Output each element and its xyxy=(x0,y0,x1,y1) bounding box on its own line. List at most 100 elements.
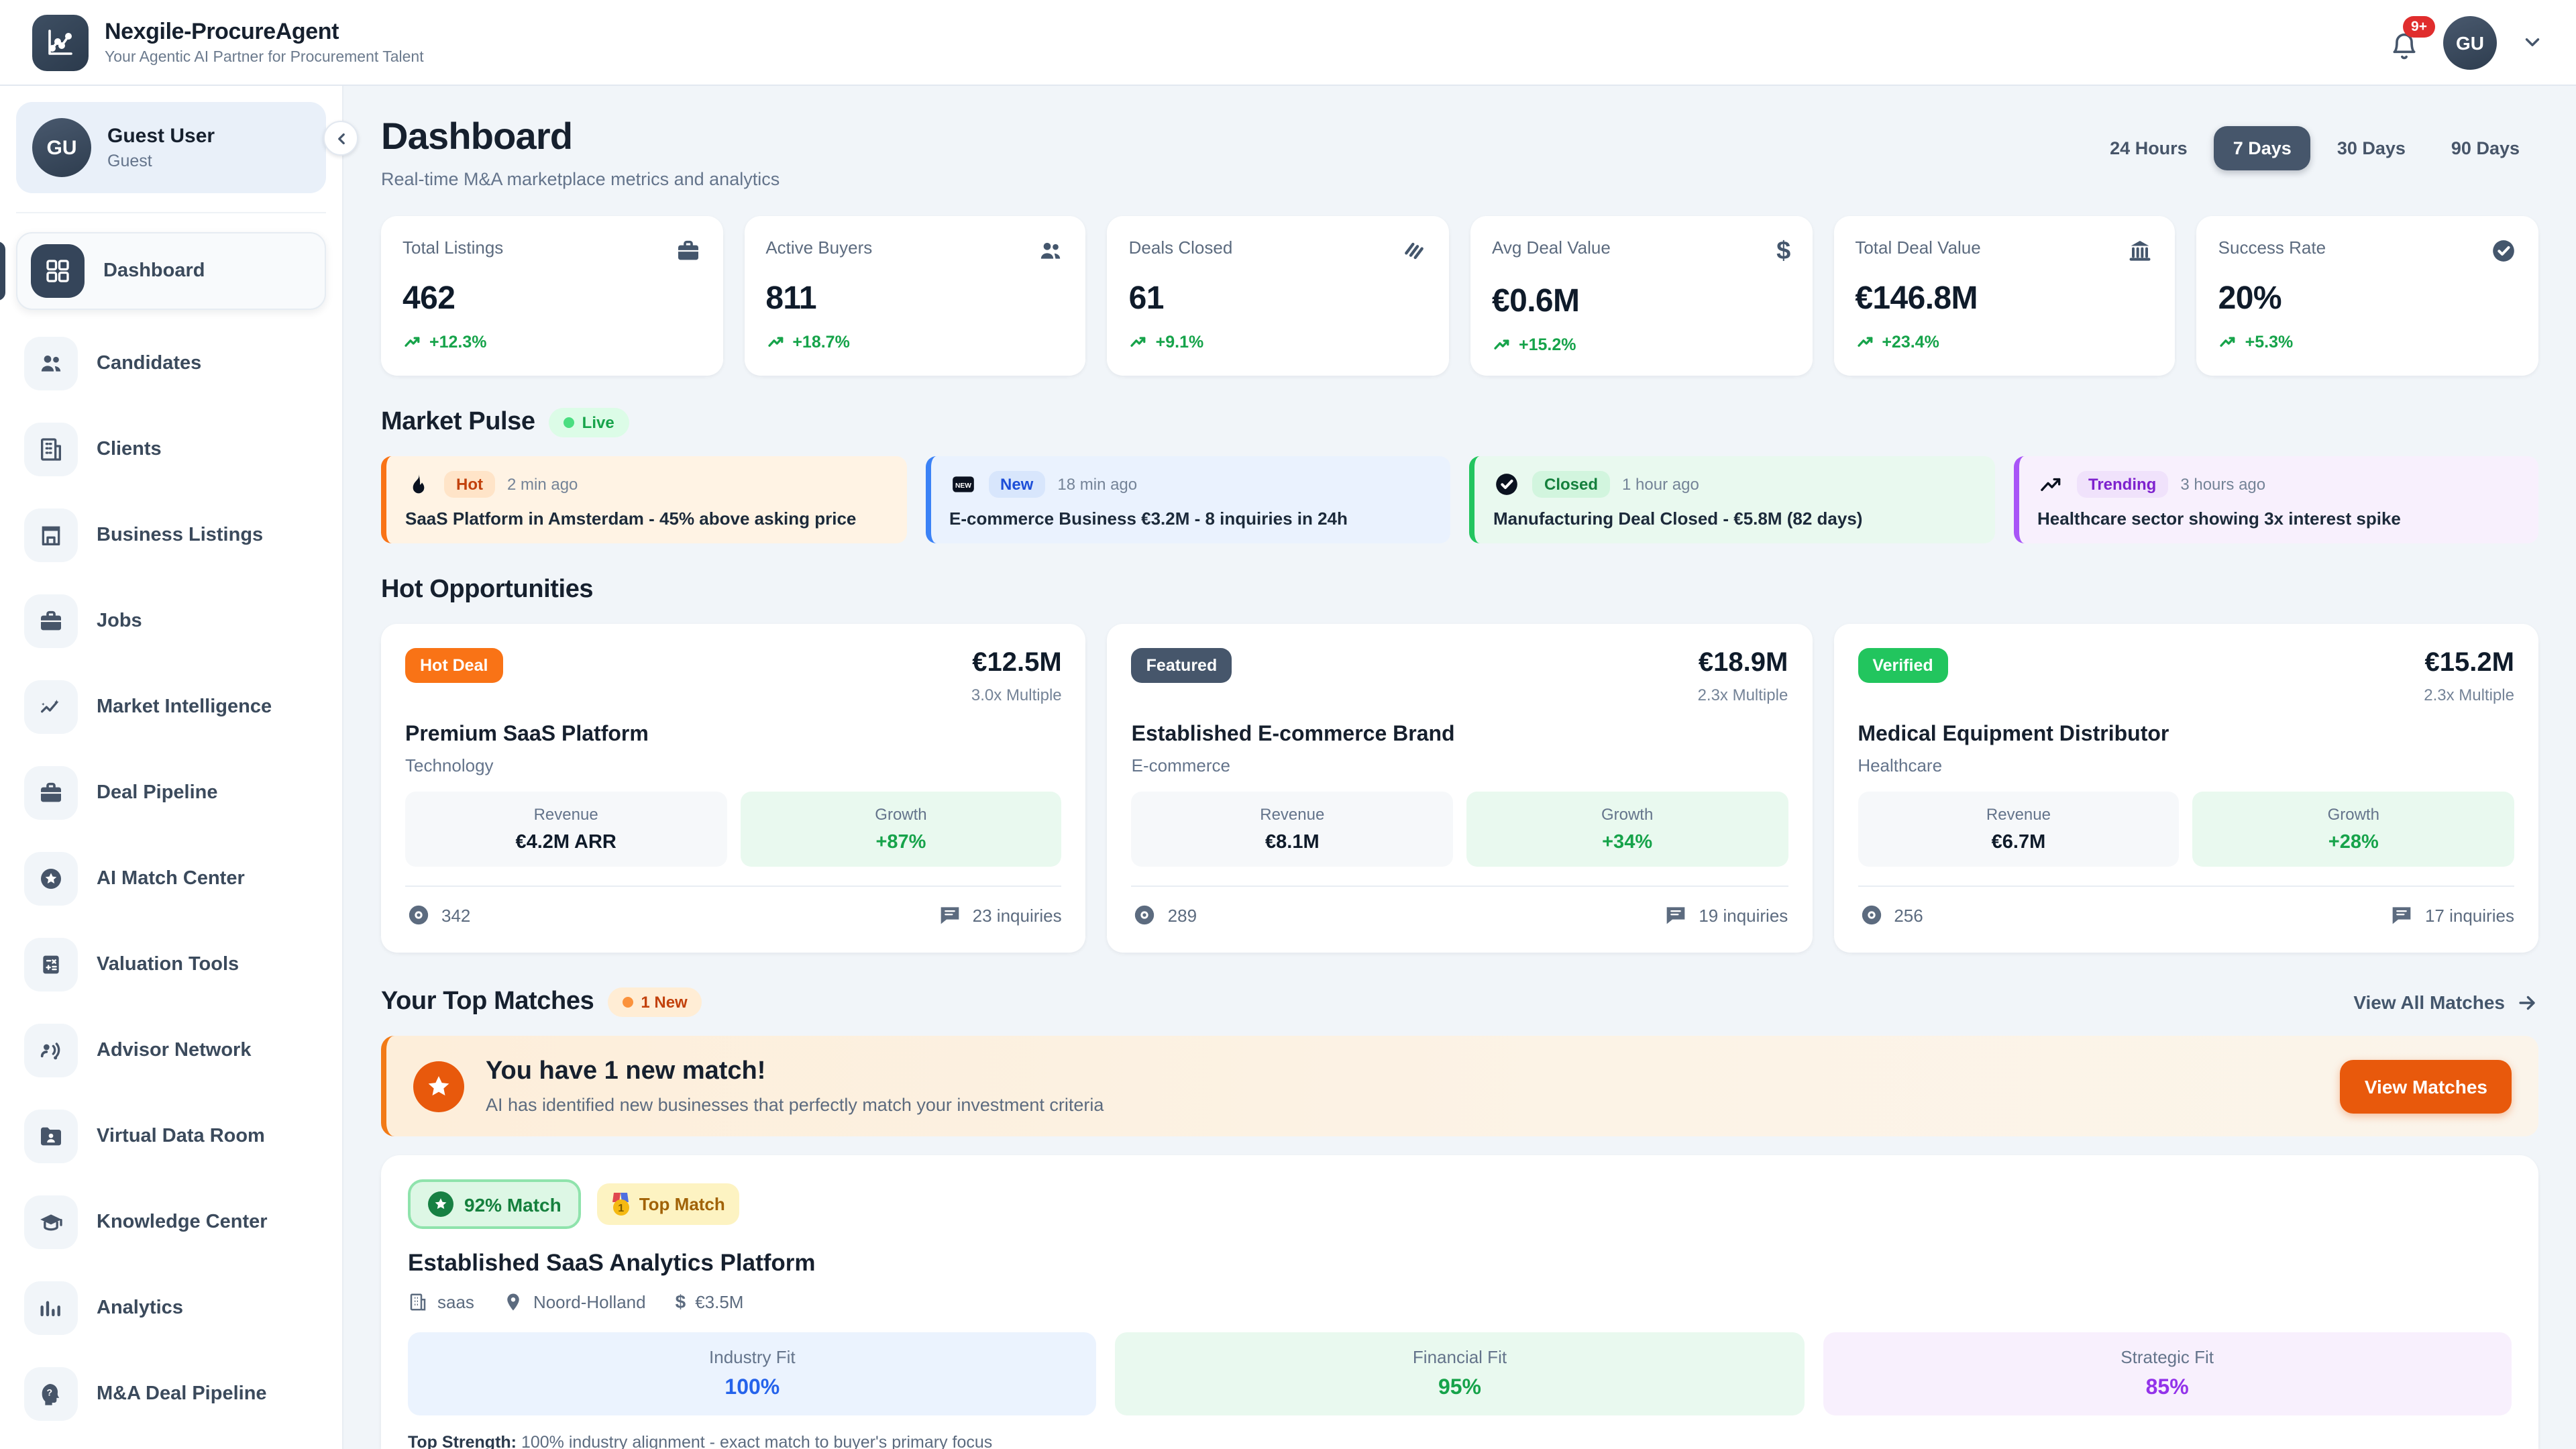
eye-icon xyxy=(1132,902,1159,928)
sidebar-item-advisor-network[interactable]: Advisor Network xyxy=(16,1018,326,1083)
sidebar-item-candidates[interactable]: Candidates xyxy=(16,331,326,396)
view-matches-button[interactable]: View Matches xyxy=(2340,1059,2512,1113)
opportunity-badge: Hot Deal xyxy=(405,648,503,683)
pulse-badge: Hot xyxy=(444,471,495,498)
sidebar-item-label: Deal Pipeline xyxy=(97,782,218,804)
fit-value: 100% xyxy=(724,1377,780,1399)
view-all-matches-link[interactable]: View All Matches xyxy=(2353,991,2538,1014)
fit-box-industry-fit: Industry Fit 100% xyxy=(408,1332,1097,1415)
top-strength: Top Strength: 100% industry alignment - … xyxy=(408,1433,993,1449)
stat-value: 811 xyxy=(765,280,816,317)
sidebar-item-label: AI Match Center xyxy=(97,868,245,890)
pulse-text: SaaS Platform in Amsterdam - 45% above a… xyxy=(405,508,857,529)
map-pin-icon xyxy=(504,1291,524,1311)
users-icon xyxy=(1038,237,1065,264)
time-filter-7-days[interactable]: 7 Days xyxy=(2214,126,2310,170)
sidebar-item-deal-pipeline[interactable]: Deal Pipeline xyxy=(16,761,326,825)
pulse-badge: Closed xyxy=(1532,471,1611,498)
sidebar-item-clients[interactable]: Clients xyxy=(16,417,326,482)
hot-opportunities-grid: Hot Deal €12.5M 3.0x Multiple Premium Sa… xyxy=(381,624,2538,953)
pulse-card-trending: Trending 3 hours ago Healthcare sector s… xyxy=(2013,456,2538,543)
stat-label: Active Buyers xyxy=(765,237,873,258)
sidebar-collapse-button chevron-left-icon[interactable] xyxy=(323,121,358,156)
check-circle-icon xyxy=(2490,237,2517,264)
stat-label: Total Listings xyxy=(402,237,504,258)
sidebar-item-market-intelligence[interactable]: Market Intelligence xyxy=(16,675,326,739)
message-icon xyxy=(936,902,963,928)
user-avatar[interactable]: GU xyxy=(2443,15,2497,69)
growth-box: Growth +28% xyxy=(2192,792,2514,867)
briefcase-icon xyxy=(24,594,78,648)
sidebar-item-analytics[interactable]: Analytics xyxy=(16,1276,326,1340)
pulse-card-hot: Hot 2 min ago SaaS Platform in Amsterdam… xyxy=(381,456,906,543)
revenue-box: Revenue €8.1M xyxy=(1131,792,1453,867)
opportunity-price: €18.9M xyxy=(1698,648,1788,678)
pulse-card-new: NEW New 18 min ago E-commerce Business €… xyxy=(925,456,1450,543)
arrow-right-icon xyxy=(2516,991,2538,1014)
sidebar-item-jobs[interactable]: Jobs xyxy=(16,589,326,653)
trend-arrow-icon xyxy=(2218,331,2239,352)
stat-card-deals-closed: Deals Closed 61 +9.1% xyxy=(1107,216,1449,376)
sidebar-item-m-a-deal-pipeline[interactable]: ? M&A Deal Pipeline xyxy=(16,1362,326,1426)
flame-icon xyxy=(405,471,432,498)
building-icon xyxy=(24,423,78,476)
opportunity-multiple: 3.0x Multiple xyxy=(971,686,1062,704)
opportunity-card-3[interactable]: Verified €15.2M 2.3x Multiple Medical Eq… xyxy=(1833,624,2538,953)
time-filter-30-days[interactable]: 30 Days xyxy=(2318,126,2424,170)
time-filter-24-hours[interactable]: 24 Hours xyxy=(2091,126,2206,170)
fit-label: Industry Fit xyxy=(709,1347,796,1367)
top-header: Nexgile-ProcureAgent Your Agentic AI Par… xyxy=(0,0,2576,86)
opportunity-name: Medical Equipment Distributor xyxy=(1858,723,2169,746)
revenue-value: €6.7M xyxy=(1991,832,2046,853)
notifications-button[interactable]: 9+ xyxy=(2390,15,2435,61)
hot-opportunities-title: Hot Opportunities xyxy=(381,576,594,604)
fit-box-financial-fit: Financial Fit 95% xyxy=(1115,1332,1805,1415)
time-filter-90-days[interactable]: 90 Days xyxy=(2432,126,2538,170)
sidebar-item-virtual-data-room[interactable]: Virtual Data Room xyxy=(16,1104,326,1169)
sidebar-item-business-listings[interactable]: Business Listings xyxy=(16,503,326,568)
svg-text:?: ? xyxy=(47,1388,53,1399)
opportunity-name: Established E-commerce Brand xyxy=(1131,723,1455,746)
eye-icon xyxy=(405,902,432,928)
chevron-down-icon[interactable] xyxy=(2521,31,2544,54)
sidebar-item-label: Jobs xyxy=(97,610,142,632)
stat-change: +9.1% xyxy=(1155,332,1204,351)
growth-value: +28% xyxy=(2328,832,2379,853)
stat-card-total-deal-value: Total Deal Value €146.8M +23.4% xyxy=(1833,216,2176,376)
star-circle-icon xyxy=(428,1191,453,1217)
opportunity-card-2[interactable]: Featured €18.9M 2.3x Multiple Establishe… xyxy=(1107,624,1813,953)
message-icon xyxy=(2389,902,2416,928)
stat-card-total-listings: Total Listings 462 +12.3% xyxy=(381,216,723,376)
match-percent-badge: 92% Match xyxy=(408,1179,582,1229)
stat-change: +18.7% xyxy=(792,332,850,351)
fit-label: Strategic Fit xyxy=(2121,1347,2214,1367)
sidebar-item-label: Market Intelligence xyxy=(97,696,272,718)
match-location: Noord-Holland xyxy=(533,1291,646,1311)
trend-sparkle-icon xyxy=(24,680,78,734)
briefcase-icon xyxy=(674,237,701,264)
growth-box: Growth +34% xyxy=(1466,792,1788,867)
inquiries-count: 23 inquiries xyxy=(972,905,1062,925)
stat-label: Total Deal Value xyxy=(1855,237,1981,258)
match-card[interactable]: 92% Match 1 Top Match Established SaaS A… xyxy=(381,1155,2538,1449)
help-head-icon: ? xyxy=(24,1367,78,1421)
opportunity-card-1[interactable]: Hot Deal €12.5M 3.0x Multiple Premium Sa… xyxy=(381,624,1086,953)
folder-user-icon xyxy=(24,1110,78,1163)
sidebar-item-label: Dashboard xyxy=(103,260,205,282)
star-circle-icon xyxy=(24,852,78,906)
banner-title: You have 1 new match! xyxy=(486,1057,766,1085)
sidebar-user-role: Guest xyxy=(107,152,152,170)
message-icon xyxy=(1662,902,1689,928)
time-range-filters: 24 Hours 7 Days 30 Days 90 Days xyxy=(2091,126,2538,170)
trend-arrow-icon xyxy=(402,331,423,352)
sidebar-item-dashboard[interactable]: Dashboard xyxy=(0,232,326,310)
sidebar-menu: Dashboard Candidates Clients Business Li… xyxy=(0,232,326,1426)
trending-up-icon xyxy=(2037,471,2064,498)
sidebar-item-ai-match-center[interactable]: AI Match Center xyxy=(16,847,326,911)
opportunity-badge: Featured xyxy=(1131,648,1232,683)
sidebar-item-valuation-tools[interactable]: Valuation Tools xyxy=(16,932,326,997)
trend-arrow-icon xyxy=(1492,334,1512,354)
sidebar-item-knowledge-center[interactable]: Knowledge Center xyxy=(16,1190,326,1254)
opportunity-multiple: 2.3x Multiple xyxy=(2424,686,2514,704)
pulse-text: E-commerce Business €3.2M - 8 inquiries … xyxy=(949,508,1348,529)
